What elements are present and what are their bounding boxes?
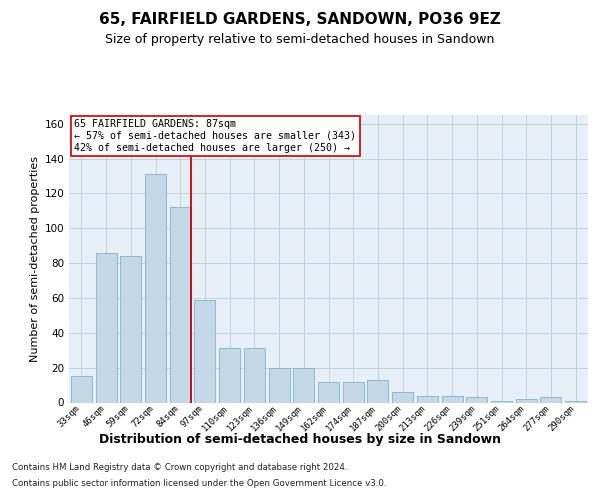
Bar bbox=[293, 368, 314, 402]
Bar bbox=[269, 368, 290, 402]
Bar bbox=[194, 300, 215, 403]
Bar bbox=[565, 401, 586, 402]
Bar bbox=[367, 380, 388, 402]
Text: 65, FAIRFIELD GARDENS, SANDOWN, PO36 9EZ: 65, FAIRFIELD GARDENS, SANDOWN, PO36 9EZ bbox=[99, 12, 501, 28]
Text: Size of property relative to semi-detached houses in Sandown: Size of property relative to semi-detach… bbox=[106, 32, 494, 46]
Bar bbox=[541, 398, 562, 402]
Text: Distribution of semi-detached houses by size in Sandown: Distribution of semi-detached houses by … bbox=[99, 432, 501, 446]
Bar bbox=[244, 348, 265, 403]
Bar bbox=[318, 382, 339, 402]
Text: 65 FAIRFIELD GARDENS: 87sqm
← 57% of semi-detached houses are smaller (343)
42% : 65 FAIRFIELD GARDENS: 87sqm ← 57% of sem… bbox=[74, 120, 356, 152]
Bar bbox=[442, 396, 463, 402]
Bar bbox=[120, 256, 141, 402]
Bar bbox=[417, 396, 438, 402]
Bar bbox=[392, 392, 413, 402]
Bar bbox=[95, 252, 116, 402]
Bar bbox=[491, 401, 512, 402]
Bar bbox=[516, 399, 537, 402]
Bar bbox=[466, 398, 487, 402]
Bar bbox=[219, 348, 240, 403]
Bar bbox=[71, 376, 92, 402]
Text: Contains HM Land Registry data © Crown copyright and database right 2024.: Contains HM Land Registry data © Crown c… bbox=[12, 462, 347, 471]
Text: Contains public sector information licensed under the Open Government Licence v3: Contains public sector information licen… bbox=[12, 479, 386, 488]
Bar bbox=[170, 208, 191, 402]
Bar bbox=[343, 382, 364, 402]
Bar bbox=[145, 174, 166, 402]
Y-axis label: Number of semi-detached properties: Number of semi-detached properties bbox=[30, 156, 40, 362]
